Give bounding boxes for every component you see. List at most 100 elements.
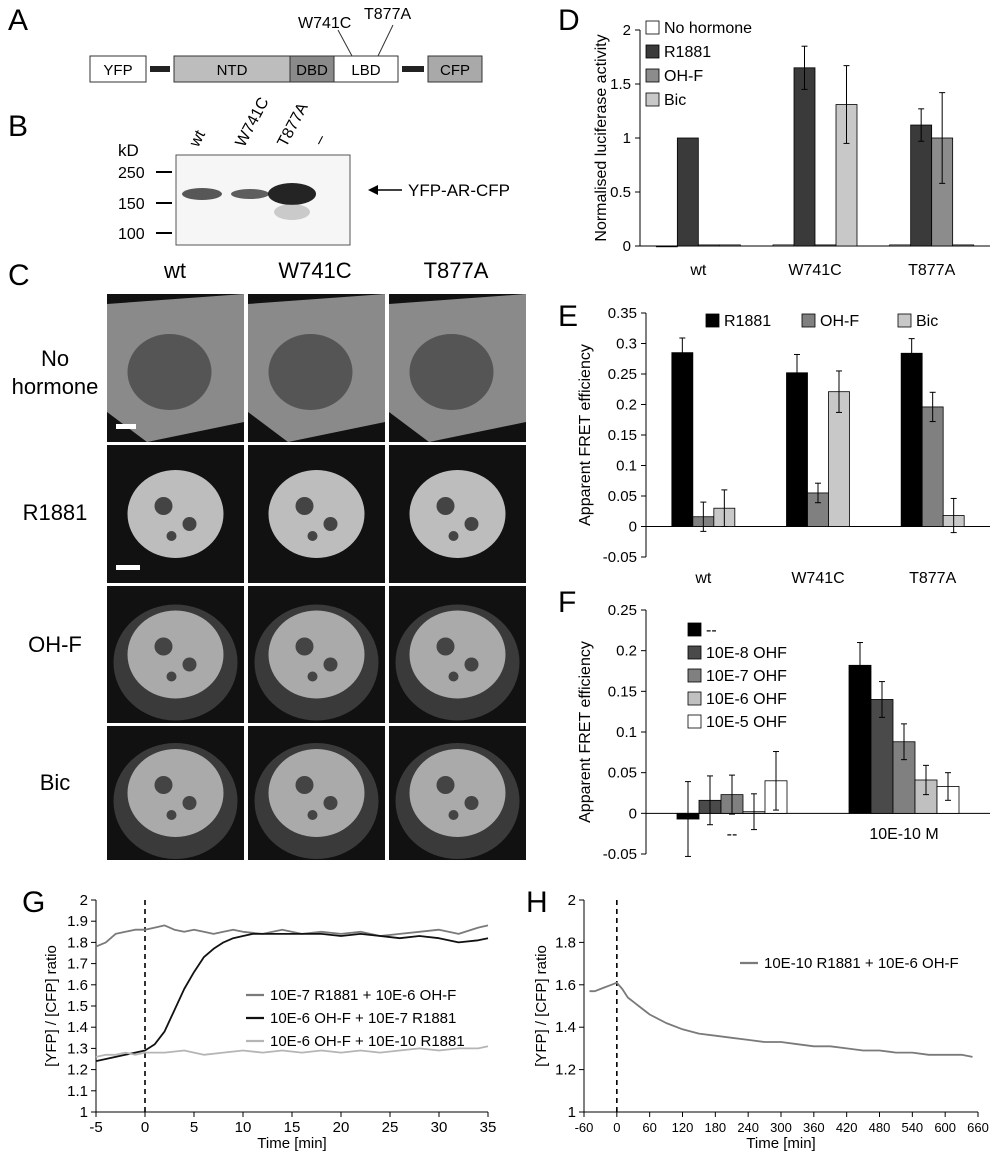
w741c-pointer [337, 29, 353, 57]
bar-d-1-2 [814, 244, 837, 247]
row-label-1-0: R1881 [23, 500, 88, 525]
legend-swatch-d-2 [645, 68, 660, 83]
legend-label-f-1: 10E-8 OHF [706, 645, 787, 662]
nucleus-2-2 [409, 610, 506, 699]
nucleolus-c-1-0 [166, 531, 177, 541]
scale-bar-1 [116, 424, 136, 429]
nucleus-1-0 [127, 470, 224, 558]
lane-label-wt: wt [186, 127, 209, 150]
x-tick-label-h-8: 420 [836, 1120, 858, 1135]
legend-label-d-2: OH-F [664, 68, 703, 85]
legend-swatch-d-1 [645, 44, 660, 59]
bar-e-0-0 [671, 352, 694, 527]
y-tick-label-f-0: -0.05 [603, 846, 637, 863]
x-tick-label-g-3: 10 [235, 1119, 252, 1136]
nucleolus-a-1-0 [154, 497, 173, 515]
nucleus-3-1 [268, 749, 365, 837]
series-line-h-0 [589, 981, 973, 1058]
legend-swatch-f-3 [687, 691, 702, 706]
nucleus-3-0 [127, 749, 224, 837]
y-tick-label-h-5: 2 [568, 892, 576, 909]
ntd-label: NTD [217, 62, 248, 79]
panel-label-d: D [558, 4, 580, 37]
x-tick-label-h-12: 660 [967, 1120, 989, 1135]
x-tick-label-h-2: 60 [642, 1120, 656, 1135]
panel-label-g: G [22, 886, 45, 919]
yfp-label: YFP [103, 62, 132, 79]
y-tick-label-e-8: 0.35 [608, 305, 637, 322]
x-tick-label-g-8: 35 [480, 1119, 497, 1136]
bar-d-2-1 [910, 124, 933, 247]
legend-swatch-f-1 [687, 645, 702, 660]
y-tick-label-e-1: 0 [629, 519, 637, 536]
nucleolus-b-3-0 [182, 796, 197, 810]
dbd-label: DBD [296, 62, 328, 79]
y-tick-label-f-4: 0.15 [608, 683, 637, 700]
legend-label-g-1: 10E-6 OH-F + 10E-7 R1881 [270, 1010, 456, 1027]
y-tick-label-d-1: 0.5 [610, 184, 631, 201]
category-label-d-1: W741C [788, 262, 841, 279]
y-tick-label-g-7: 1.7 [67, 956, 88, 973]
y-tick-label-d-4: 2 [623, 22, 631, 39]
y-tick-label-g-4: 1.4 [67, 1019, 88, 1036]
y-tick-label-h-0: 1 [568, 1104, 576, 1121]
legend-swatch-d-0 [645, 20, 660, 35]
y-tick-label-e-2: 0.05 [608, 488, 637, 505]
legend-label-f-3: 10E-6 OHF [706, 691, 787, 708]
y-tick-label-d-2: 1 [623, 130, 631, 147]
legend-label-f-2: 10E-7 OHF [706, 668, 787, 685]
category-label-f-1: 10E-10 M [869, 826, 938, 843]
nucleolus-a-3-2 [436, 776, 455, 794]
arrow-head-icon [368, 185, 378, 195]
nucleolus-a-2-0 [154, 637, 173, 656]
y-tick-label-h-3: 1.6 [555, 977, 576, 994]
legend-label-e-2: Bic [916, 313, 938, 330]
cfp-box [427, 55, 483, 83]
y-tick-label-h-4: 1.8 [555, 934, 576, 951]
legend-label-d-3: Bic [664, 92, 686, 109]
x-tick-label-h-3: 120 [672, 1120, 694, 1135]
row-label-0-0: No [41, 346, 69, 371]
nucleolus-a-1-1 [295, 497, 314, 515]
nucleolus-b-2-0 [182, 657, 197, 672]
x-tick-label-h-6: 300 [770, 1120, 792, 1135]
chart-d: 0 0.5 1 1.5 2 Normalised luciferase activity w… [593, 20, 990, 279]
col-label-wt: wt [163, 258, 186, 283]
x-tick-label-g-4: 15 [284, 1119, 301, 1136]
y-tick-label-f-3: 0.1 [616, 724, 637, 741]
nucleolus-b-1-2 [464, 517, 479, 531]
nucleolus-b-2-2 [464, 657, 479, 672]
col-label-w741c: W741C [278, 258, 351, 283]
dbd-box [289, 55, 335, 83]
x-tick-label-h-10: 540 [901, 1120, 923, 1135]
nucleolus-c-2-1 [307, 671, 318, 682]
y-tick-label-f-2: 0.05 [608, 765, 637, 782]
nucleolus-a-3-1 [295, 776, 314, 794]
chart-g: 1 1.1 1.2 1.3 1.4 1.5 1.6 1.7 1.8 1.9 2 -5 0 5 10 15 20 2… [43, 892, 496, 1152]
legend-swatch-e-0 [705, 313, 720, 328]
nucleolus-c-2-2 [448, 671, 459, 682]
y-tick-label-f-5: 0.2 [616, 643, 637, 660]
linker-left [150, 66, 170, 72]
x-axis-label-h: Time [min] [746, 1135, 815, 1152]
y-tick-label-g-6: 1.6 [67, 977, 88, 994]
y-tick-label-g-5: 1.5 [67, 998, 88, 1015]
nucleolus-a-2-2 [436, 637, 455, 656]
nucleus-2-0 [127, 610, 224, 699]
y-tick-label-e-0: -0.05 [603, 549, 637, 566]
nucleus-3-2 [409, 749, 506, 837]
y-axis-label-e: Apparent FRET efficiency [577, 344, 594, 526]
bar-e-1-0 [786, 372, 808, 527]
series-line-g-1 [95, 933, 489, 1062]
y-tick-label-g-2: 1.2 [67, 1062, 88, 1079]
nucleolus-b-1-0 [182, 517, 197, 531]
blot-membrane [175, 154, 351, 246]
blot-unit-label: kD [118, 141, 139, 160]
x-tick-label-h-1: 0 [613, 1120, 620, 1135]
nucleus-1-1 [268, 470, 365, 558]
nucleolus-c-2-0 [166, 671, 177, 682]
y-tick-label-g-3: 1.3 [67, 1040, 88, 1057]
x-tick-label-g-2: 5 [190, 1119, 198, 1136]
x-tick-label-g-6: 25 [382, 1119, 399, 1136]
x-tick-label-g-1: 0 [141, 1119, 149, 1136]
